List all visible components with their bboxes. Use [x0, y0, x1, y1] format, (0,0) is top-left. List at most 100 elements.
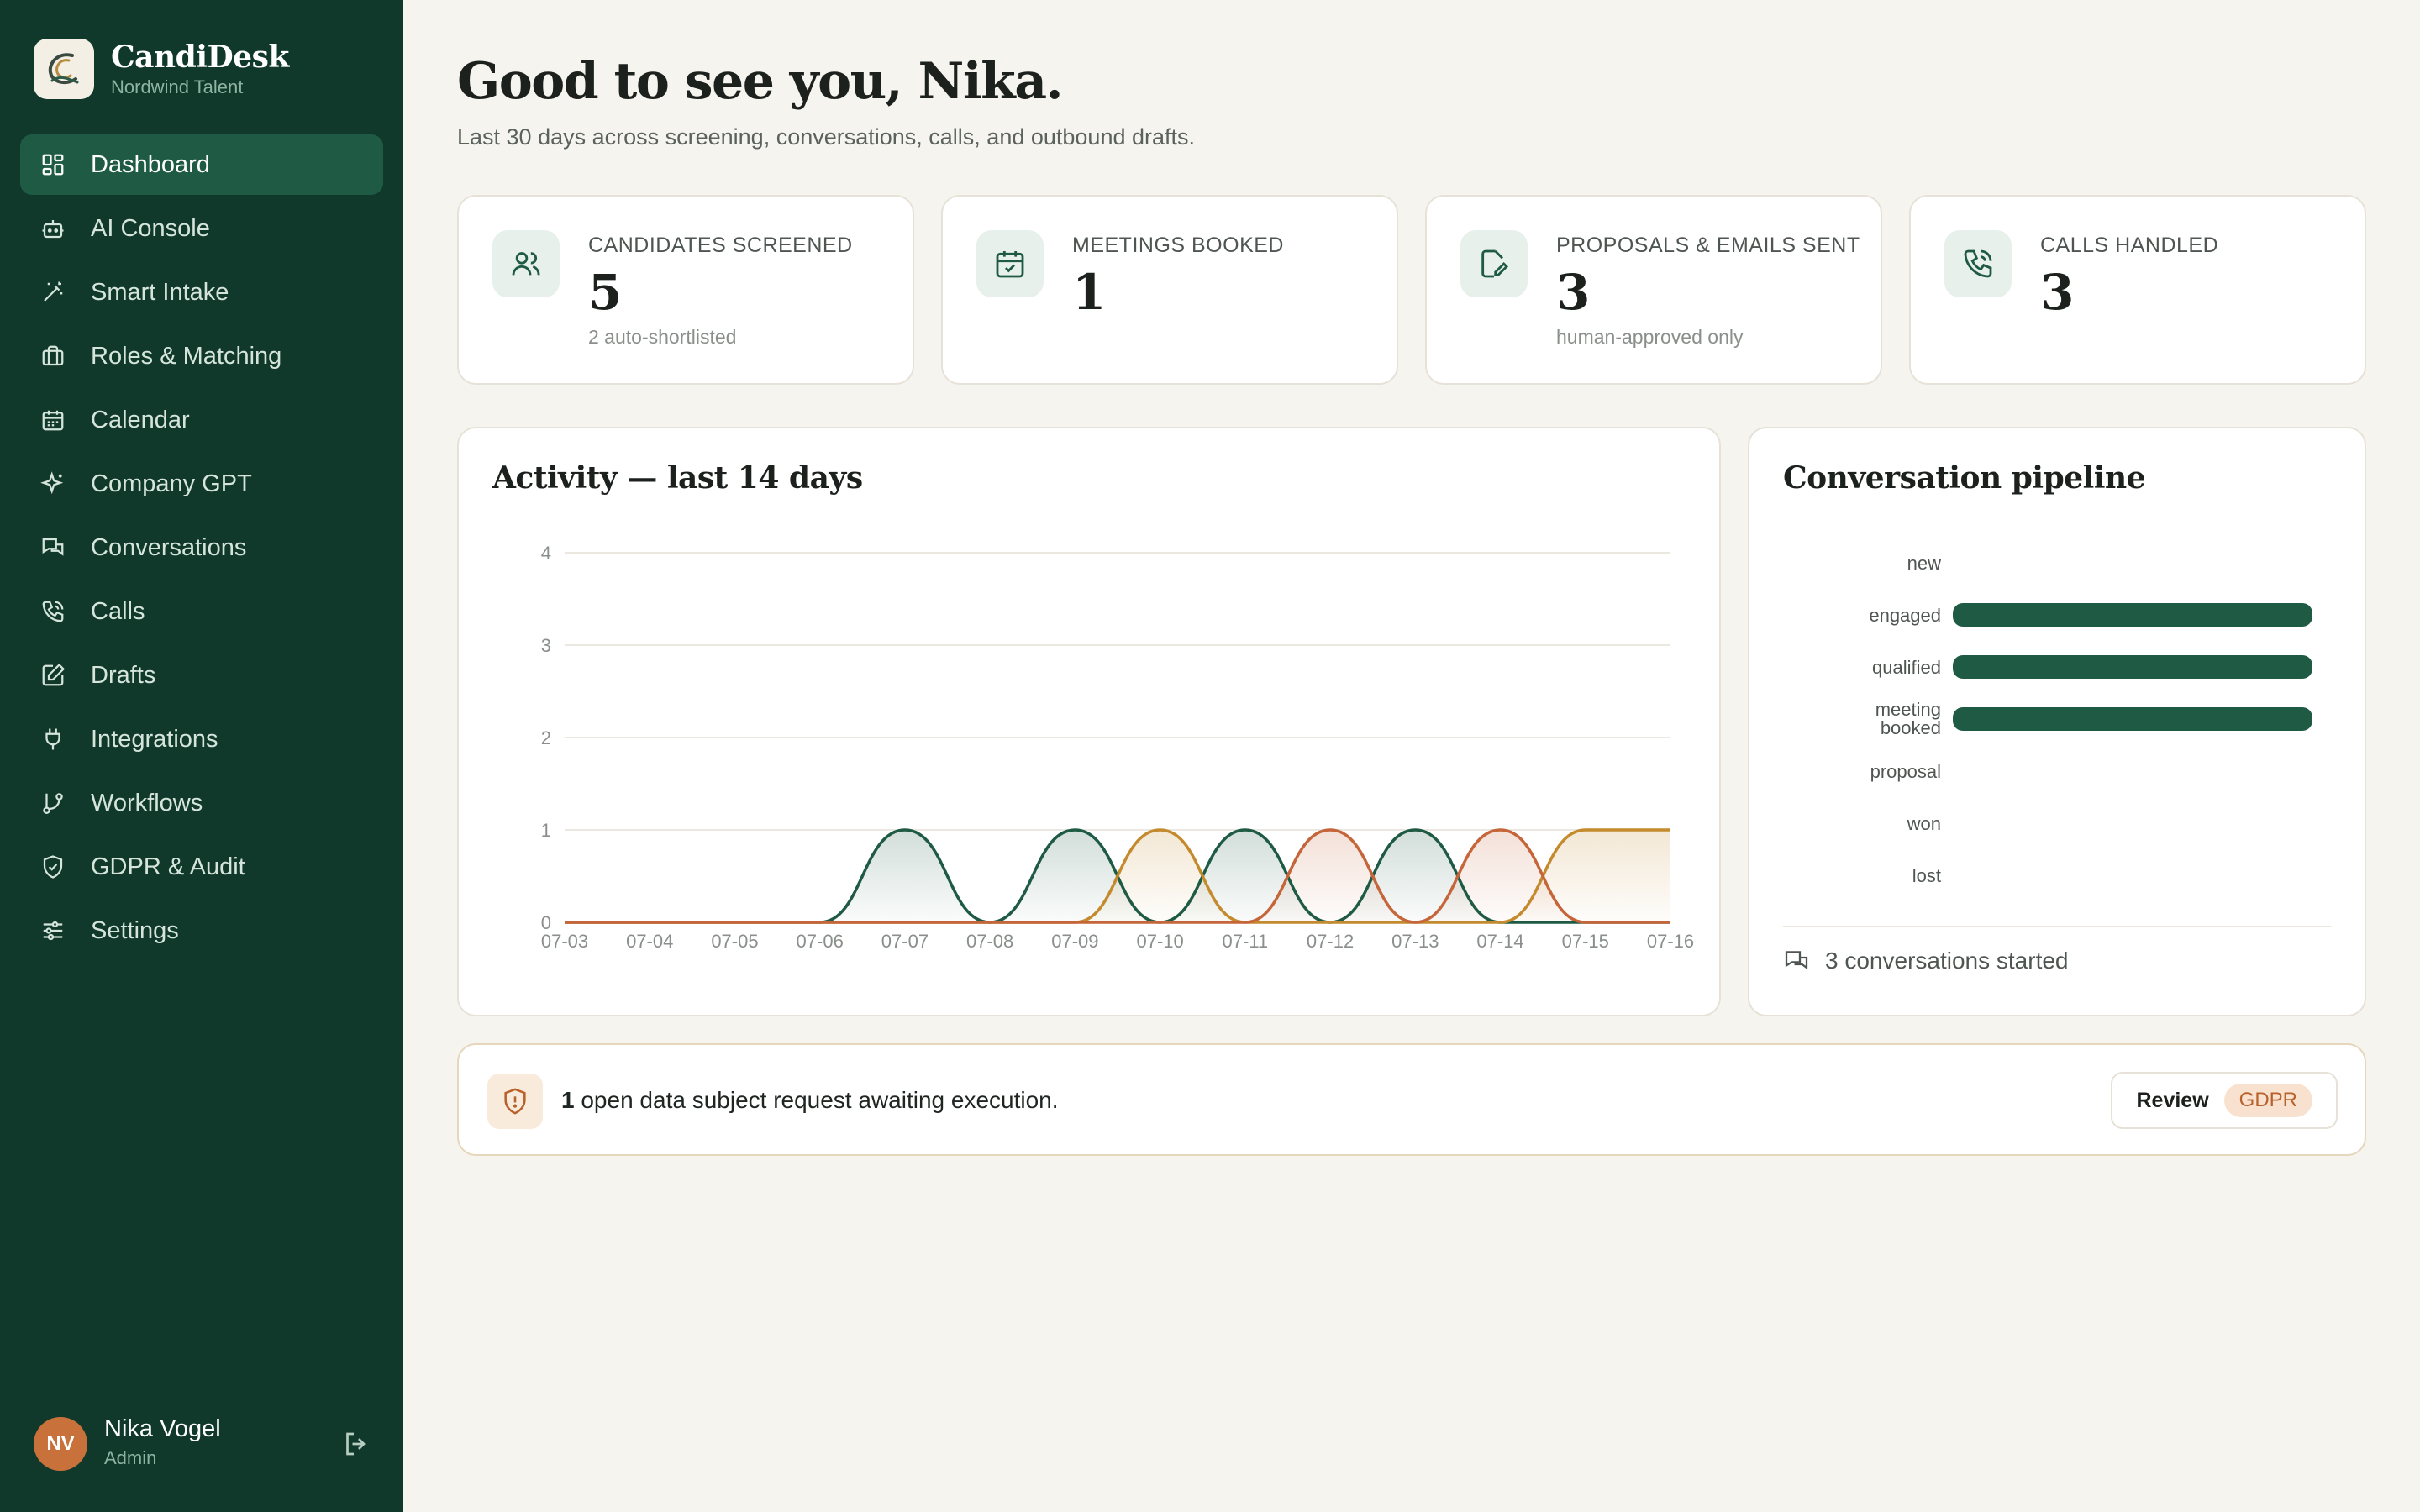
stat-value: 3	[1556, 264, 1591, 321]
brand-name: CandiDesk	[111, 39, 289, 75]
activity-chart: 0 1 2 3 4 07-03 07-04 07-05 07-06 07-07 07-08 07-09…	[541, 543, 1694, 952]
category-label: proposal	[1870, 761, 1941, 782]
stat-label: PROPOSALS & EMAILS SENT	[1556, 234, 1860, 257]
avatar[interactable]: NV	[34, 1417, 87, 1471]
brand-org: Nordwind Talent	[111, 76, 244, 97]
users-icon	[492, 230, 560, 297]
logout-icon[interactable]	[341, 1429, 371, 1459]
user-panel: NV Nika Vogel Admin	[0, 1383, 403, 1512]
plug-icon	[45, 728, 60, 750]
edit-icon	[42, 663, 66, 686]
category-label: lost	[1912, 865, 1941, 886]
sidebar-item-label: Smart Intake	[91, 278, 229, 306]
sidebar-item-label: Calls	[91, 597, 145, 625]
shield-icon	[43, 855, 63, 879]
bar	[1953, 603, 2312, 627]
sidebar-item-calendar[interactable]: Calendar	[20, 390, 383, 450]
x-tick-label: 07-13	[1392, 931, 1439, 952]
alert-count: 1	[561, 1087, 575, 1113]
sidebar-item-workflows[interactable]: Workflows	[20, 773, 383, 833]
stat-label: CALLS HANDLED	[2040, 234, 2219, 257]
y-tick-label: 1	[541, 820, 551, 841]
divider	[1783, 926, 2331, 927]
sidebar-item-label: AI Console	[91, 214, 210, 242]
sidebar-item-integrations[interactable]: Integrations	[20, 709, 383, 769]
gdpr-alert: 1 open data subject request awaiting exe…	[457, 1043, 2366, 1156]
review-gdpr-button[interactable]: Review GDPR	[2111, 1072, 2338, 1129]
pipeline-footer-text: 3 conversations started	[1825, 948, 2069, 974]
category-label: engaged	[1869, 605, 1941, 626]
page-title: Good to see you, Nika.	[457, 52, 1064, 111]
sidebar-item-label: Company GPT	[91, 470, 252, 497]
briefcase-icon	[42, 345, 64, 366]
chat-icon	[1785, 951, 1808, 970]
x-tick-label: 07-14	[1476, 931, 1523, 952]
sidebar-item-settings[interactable]: Settings	[20, 900, 383, 961]
bar	[1953, 655, 2312, 679]
stat-value: 1	[1072, 264, 1107, 321]
stat-label: CANDIDATES SCREENED	[588, 234, 853, 257]
x-tick-label: 07-08	[966, 931, 1013, 952]
x-tick-label: 07-12	[1307, 931, 1354, 952]
x-tick-label: 07-04	[626, 931, 673, 952]
logo-icon	[34, 39, 94, 99]
x-tick-label: 07-15	[1562, 931, 1609, 952]
stat-card-proposals-emails: PROPOSALS & EMAILS SENT 3 human-approved…	[1425, 195, 1882, 385]
category-label: qualified	[1872, 657, 1941, 678]
y-tick-label: 4	[541, 543, 551, 564]
x-tick-label: 07-05	[711, 931, 758, 952]
x-tick-label: 07-16	[1647, 931, 1694, 952]
x-tick-label: 07-11	[1223, 931, 1269, 952]
user-name: Nika Vogel	[104, 1415, 221, 1442]
series-line-2	[564, 828, 1670, 924]
shield-alert-icon	[487, 1074, 543, 1129]
category-label: won	[1907, 813, 1941, 834]
category-label: meeting	[1876, 699, 1941, 720]
pipeline-title: Conversation pipeline	[1783, 460, 2146, 496]
sidebar-item-label: Roles & Matching	[91, 342, 282, 370]
sidebar-item-label: Conversations	[91, 533, 247, 561]
chat-icon	[42, 538, 64, 556]
sidebar-item-label: Drafts	[91, 661, 156, 689]
stat-label: MEETINGS BOOKED	[1072, 234, 1284, 257]
sidebar-item-label: Integrations	[91, 725, 218, 753]
y-tick-label: 2	[541, 727, 551, 748]
sidebar-item-label: Settings	[91, 916, 179, 944]
sidebar-item-drafts[interactable]: Drafts	[20, 645, 383, 706]
pipeline-footer: 3 conversations started	[1783, 948, 2069, 974]
category-label: new	[1907, 553, 1941, 574]
pipeline-card: Conversation pipeline new engaged qualifie…	[1748, 427, 2366, 1016]
stat-card-meetings-booked: MEETINGS BOOKED 1	[941, 195, 1398, 385]
page-subtitle: Last 30 days across screening, conversat…	[457, 124, 1196, 150]
alert-message: 1 open data subject request awaiting exe…	[561, 1087, 1059, 1114]
brand[interactable]: CandiDesk Nordwind Talent	[34, 39, 289, 99]
sidebar-item-conversations[interactable]: Conversations	[20, 517, 383, 578]
activity-title: Activity — last 14 days	[492, 460, 863, 496]
sidebar-item-label: Calendar	[91, 406, 190, 433]
sidebar-item-label: Workflows	[91, 789, 203, 816]
sidebar-item-label: GDPR & Audit	[91, 853, 245, 880]
sidebar-item-company-gpt[interactable]: Company GPT	[20, 454, 383, 514]
sidebar-item-smart-intake[interactable]: Smart Intake	[20, 262, 383, 323]
sidebar-item-gdpr-audit[interactable]: GDPR & Audit	[20, 837, 383, 897]
phone-icon	[42, 601, 64, 622]
phone-icon	[1944, 230, 2012, 297]
sidebar: CandiDesk Nordwind Talent Dashboard AI C…	[0, 0, 403, 1512]
x-tick-label: 07-06	[797, 931, 844, 952]
sidebar-item-dashboard[interactable]: Dashboard	[20, 134, 383, 195]
stat-note: 2 auto-shortlisted	[588, 326, 737, 348]
y-tick-label: 0	[541, 912, 551, 933]
sidebar-item-ai-console[interactable]: AI Console	[20, 198, 383, 259]
alert-text: open data subject request awaiting execu…	[574, 1087, 1059, 1113]
review-label: Review	[2136, 1088, 2209, 1112]
stat-note: human-approved only	[1556, 326, 1744, 348]
user-role: Admin	[104, 1447, 157, 1468]
bot-icon	[42, 220, 64, 239]
sliders-icon	[43, 921, 63, 941]
sidebar-item-calls[interactable]: Calls	[20, 581, 383, 642]
activity-card: Activity — last 14 days 0 1 2 3 4 07-03 07-04 0…	[457, 427, 1721, 1016]
sidebar-item-roles-matching[interactable]: Roles & Matching	[20, 326, 383, 386]
git-branch-icon	[43, 793, 63, 814]
calendar-check-icon	[976, 230, 1044, 297]
